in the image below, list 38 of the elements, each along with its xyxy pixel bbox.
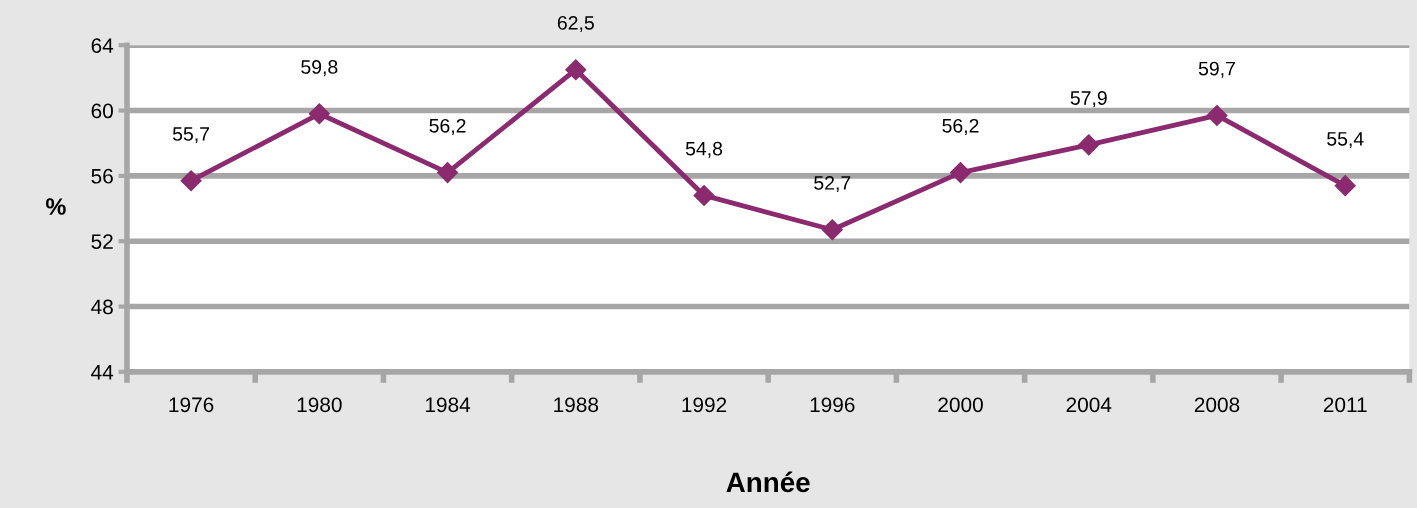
data-label: 56,2 [942, 118, 979, 135]
point [1206, 104, 1228, 126]
data-label: 59,8 [301, 60, 338, 77]
data-label: 54,8 [685, 141, 723, 158]
point [693, 184, 715, 206]
point [949, 162, 972, 184]
data-label: 55,7 [172, 127, 210, 144]
x-tick-label: 2008 [1194, 397, 1240, 413]
point [565, 59, 587, 81]
x-tick-label: 1976 [169, 397, 214, 413]
y-tick-label: 64 [91, 38, 114, 53]
y-tick-label: 48 [91, 299, 113, 315]
point [1334, 175, 1356, 197]
x-tick-label: 1988 [554, 397, 599, 413]
data-label: 56,2 [429, 118, 466, 135]
y-tick-label: 60 [91, 103, 113, 119]
point [821, 219, 843, 241]
data-label: 52,7 [814, 176, 851, 193]
x-tick-label: 1996 [810, 397, 855, 413]
data-label: 57,9 [1070, 91, 1107, 108]
x-tick-label: 2000 [938, 397, 983, 413]
x-tick-label: 2011 [1323, 397, 1367, 413]
x-axis-title: Année [726, 471, 810, 493]
x-tick-label: 2004 [1066, 397, 1112, 413]
data-label: 62,5 [557, 15, 594, 33]
point [308, 103, 330, 125]
x-tick-label: 1992 [682, 397, 727, 413]
data-label: 59,7 [1198, 61, 1235, 78]
data-label: 55,4 [1327, 132, 1364, 149]
x-tick-label: 1984 [425, 397, 471, 413]
y-tick-label: 56 [91, 168, 113, 184]
y-axis-title: % [45, 198, 66, 215]
point [1078, 134, 1100, 156]
y-tick-label: 44 [91, 365, 114, 380]
point [437, 162, 459, 184]
y-tick-label: 52 [91, 234, 113, 249]
point [180, 170, 202, 192]
x-tick-label: 1980 [297, 397, 342, 413]
